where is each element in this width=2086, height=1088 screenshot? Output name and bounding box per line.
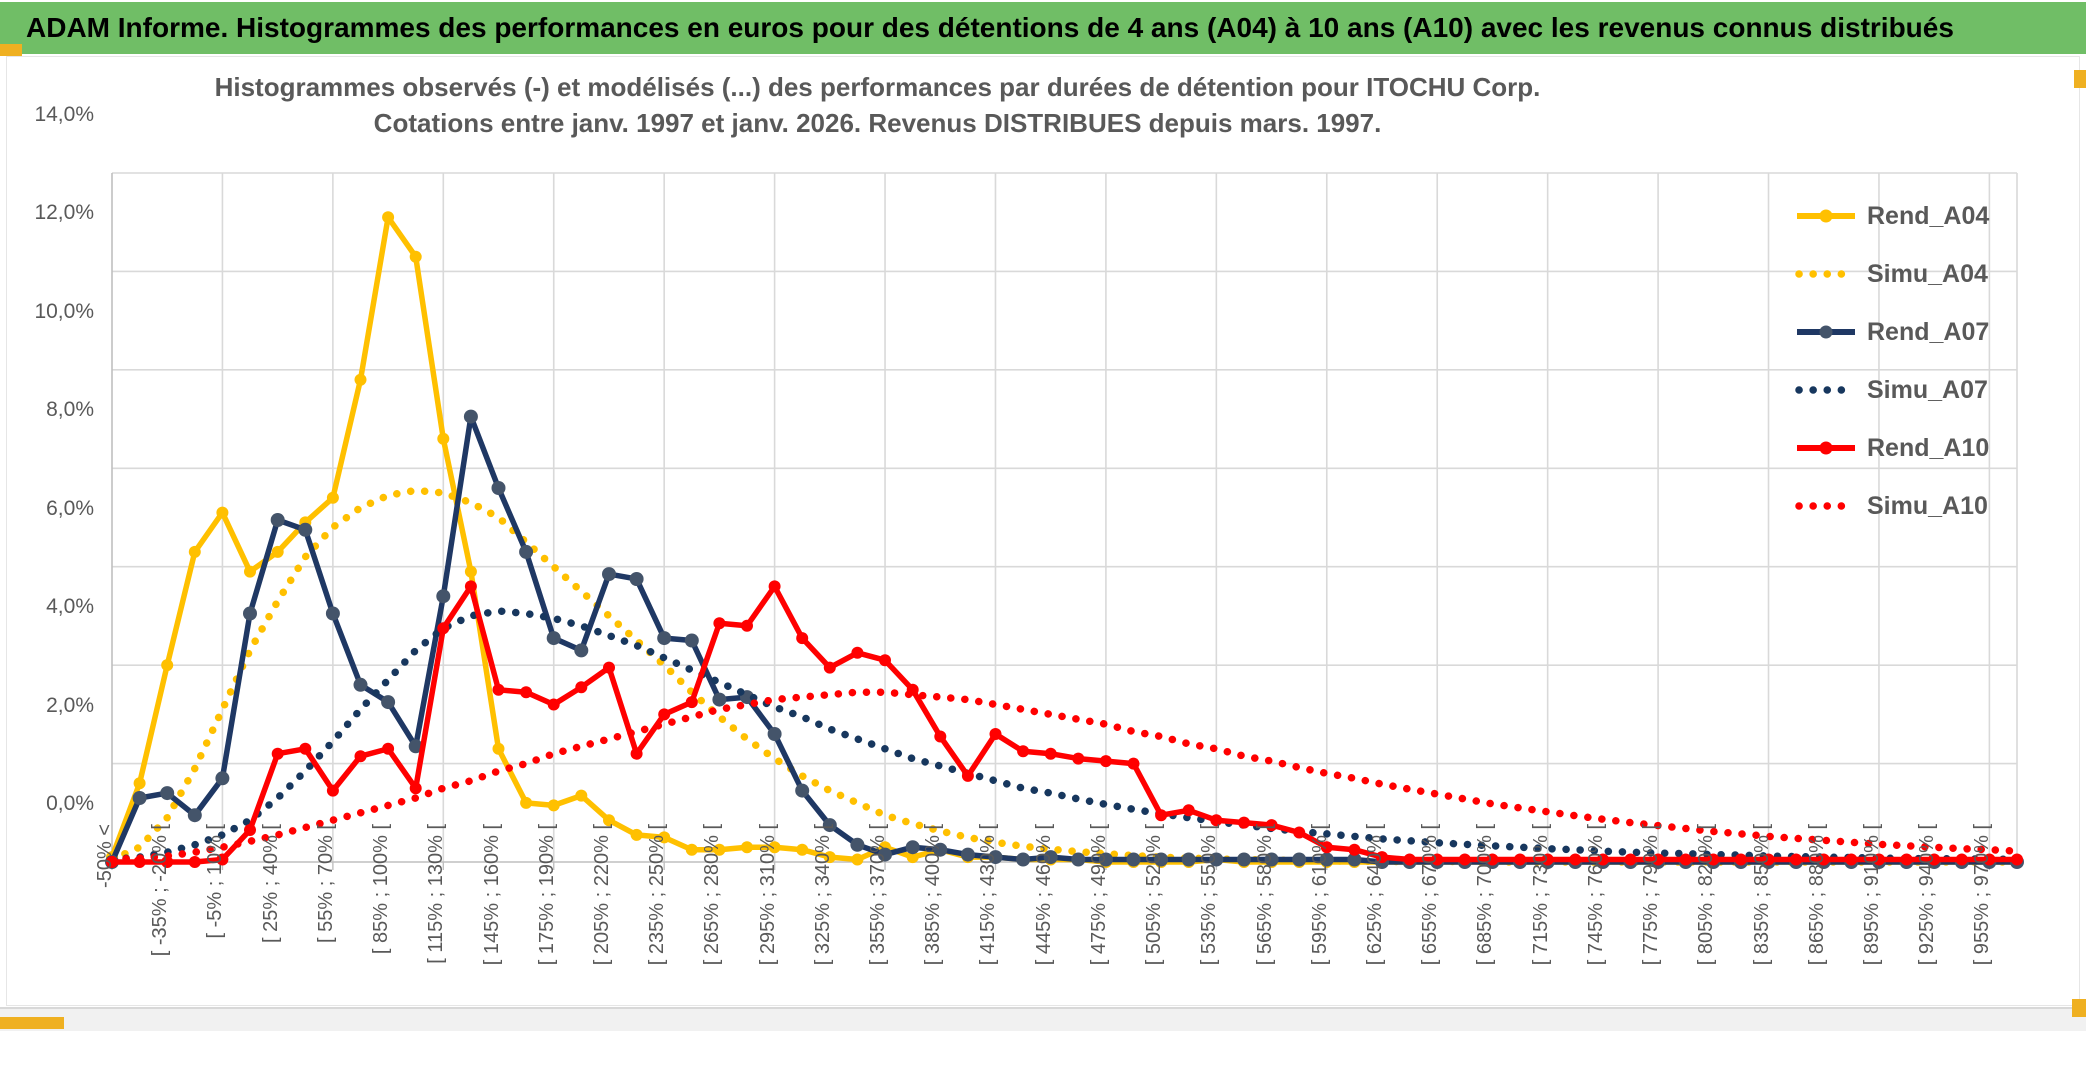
y-tick-label: 0,0% — [46, 792, 94, 815]
selection-handle-bottom-left[interactable] — [0, 1017, 64, 1029]
x-tick-label: [ 475% ; 490% [ — [1087, 824, 1110, 966]
selection-handle-bottom-right[interactable] — [2072, 999, 2086, 1017]
x-tick-label: [ 175% ; 190% [ — [535, 824, 558, 966]
x-tick-label: [ 55% ; 70% [ — [314, 824, 337, 943]
x-tick-label: [ 205% ; 220% [ — [590, 824, 613, 966]
x-tick-label: [ -5% ; 10% [ — [204, 824, 227, 939]
legend-swatch-Simu_A10 — [1795, 502, 1857, 510]
x-tick-label: [ 85% ; 100% [ — [370, 824, 393, 955]
series-Simu_A10[interactable] — [108, 688, 2021, 864]
x-tick-label: [ 235% ; 250% [ — [646, 824, 669, 966]
x-tick-label: [ 805% ; 820% [ — [1695, 824, 1718, 966]
x-tick-label: [ 355% ; 370% [ — [867, 824, 890, 966]
x-tick-label: [ 865% ; 880% [ — [1805, 824, 1828, 966]
legend-label: Rend_A07 — [1867, 317, 1990, 346]
y-tick-label: 4,0% — [46, 595, 94, 619]
legend-swatch-Rend_A10 — [1797, 441, 1855, 455]
series-Simu_A07[interactable] — [108, 607, 2021, 864]
x-tick-label: [ -35% ; -20% [ — [149, 824, 172, 957]
x-tick-label: [ 745% ; 760% [ — [1584, 824, 1607, 966]
x-tick-label: [ 145% ; 160% [ — [480, 824, 503, 966]
chart-title: Histogrammes observés (-) et modélisés (… — [214, 72, 1541, 102]
legend-item-Simu_A10[interactable]: Simu_A10 — [1795, 486, 1988, 526]
x-tick-label: [ 715% ; 730% [ — [1529, 824, 1552, 966]
bottom-strip — [0, 1007, 2086, 1031]
x-tick-label: [ 835% ; 850% [ — [1750, 824, 1773, 966]
x-tick-label: [ 505% ; 520% [ — [1143, 824, 1166, 966]
x-tick-label: [ 595% ; 610% [ — [1308, 824, 1331, 966]
y-tick-label: 6,0% — [46, 496, 94, 520]
legend-label: Simu_A10 — [1867, 491, 1988, 520]
banner: ADAM Informe. Histogrammes des performan… — [0, 0, 2086, 54]
x-tick-label: [ 775% ; 790% [ — [1640, 824, 1663, 966]
legend-label: Rend_A10 — [1867, 433, 1990, 462]
legend-label: Rend_A04 — [1867, 201, 1990, 230]
chart-subtitle: Cotations entre janv. 1997 et janv. 2026… — [373, 108, 1382, 138]
legend-swatch-Rend_A04 — [1797, 209, 1855, 223]
x-tick-label: [ 385% ; 400% [ — [922, 824, 945, 966]
y-tick-label: 14,0% — [34, 103, 94, 126]
legend-item-Rend_A04[interactable]: Rend_A04 — [1795, 196, 1989, 236]
x-tick-label: [ 415% ; 430% [ — [977, 824, 1000, 966]
selection-handle-top-right[interactable] — [2074, 70, 2086, 88]
legend-item-Simu_A07[interactable]: Simu_A07 — [1795, 370, 1988, 410]
x-tick-label: [ 265% ; 280% [ — [701, 824, 724, 966]
x-tick-label: [ 445% ; 460% [ — [1032, 824, 1055, 966]
x-tick-label: [ 565% ; 580% [ — [1253, 824, 1276, 966]
selection-handle-top-left[interactable] — [0, 44, 22, 56]
x-tick-label: [ 685% ; 700% [ — [1474, 824, 1497, 966]
banner-title: ADAM Informe. Histogrammes des performan… — [26, 12, 1954, 43]
series-Rend_A10[interactable] — [112, 583, 2017, 865]
series-Simu_A04[interactable] — [108, 486, 2021, 866]
legend-item-Rend_A10[interactable]: Rend_A10 — [1795, 428, 1989, 468]
x-tick-label: [ 625% ; 640% [ — [1364, 824, 1386, 966]
legend-label: Simu_A07 — [1867, 375, 1988, 404]
y-tick-label: 2,0% — [46, 693, 94, 717]
legend-item-Simu_A04[interactable]: Simu_A04 — [1795, 254, 1988, 294]
y-tick-label: 12,0% — [34, 201, 94, 225]
x-tick-label: [ 535% ; 550% [ — [1198, 824, 1221, 966]
chart-area[interactable] — [6, 56, 2080, 1006]
legend-swatch-Simu_A04 — [1795, 270, 1857, 278]
x-tick-label: [ 325% ; 340% [ — [811, 824, 834, 966]
plot-area[interactable] — [7, 57, 2086, 1088]
x-tick-label: [ 895% ; 910% [ — [1860, 824, 1883, 966]
y-tick-label: 10,0% — [34, 299, 94, 323]
legend-item-Rend_A07[interactable]: Rend_A07 — [1795, 312, 1989, 352]
x-tick-label: [ 25% ; 40% [ — [259, 824, 282, 943]
x-tick-label: [ 925% ; 940% [ — [1916, 824, 1939, 966]
x-tick-label: [ 295% ; 310% [ — [756, 824, 779, 966]
x-tick-label: -50% < — [94, 824, 116, 888]
x-tick-label: [ 655% ; 670% [ — [1419, 824, 1442, 966]
legend-swatch-Rend_A07 — [1797, 325, 1855, 339]
x-tick-label: [ 955% ; 970% [ — [1971, 824, 1994, 966]
legend-label: Simu_A04 — [1867, 259, 1988, 288]
y-tick-label: 8,0% — [46, 398, 94, 422]
legend-swatch-Simu_A07 — [1795, 386, 1857, 394]
x-tick-label: [ 115% ; 130% [ — [425, 824, 448, 964]
